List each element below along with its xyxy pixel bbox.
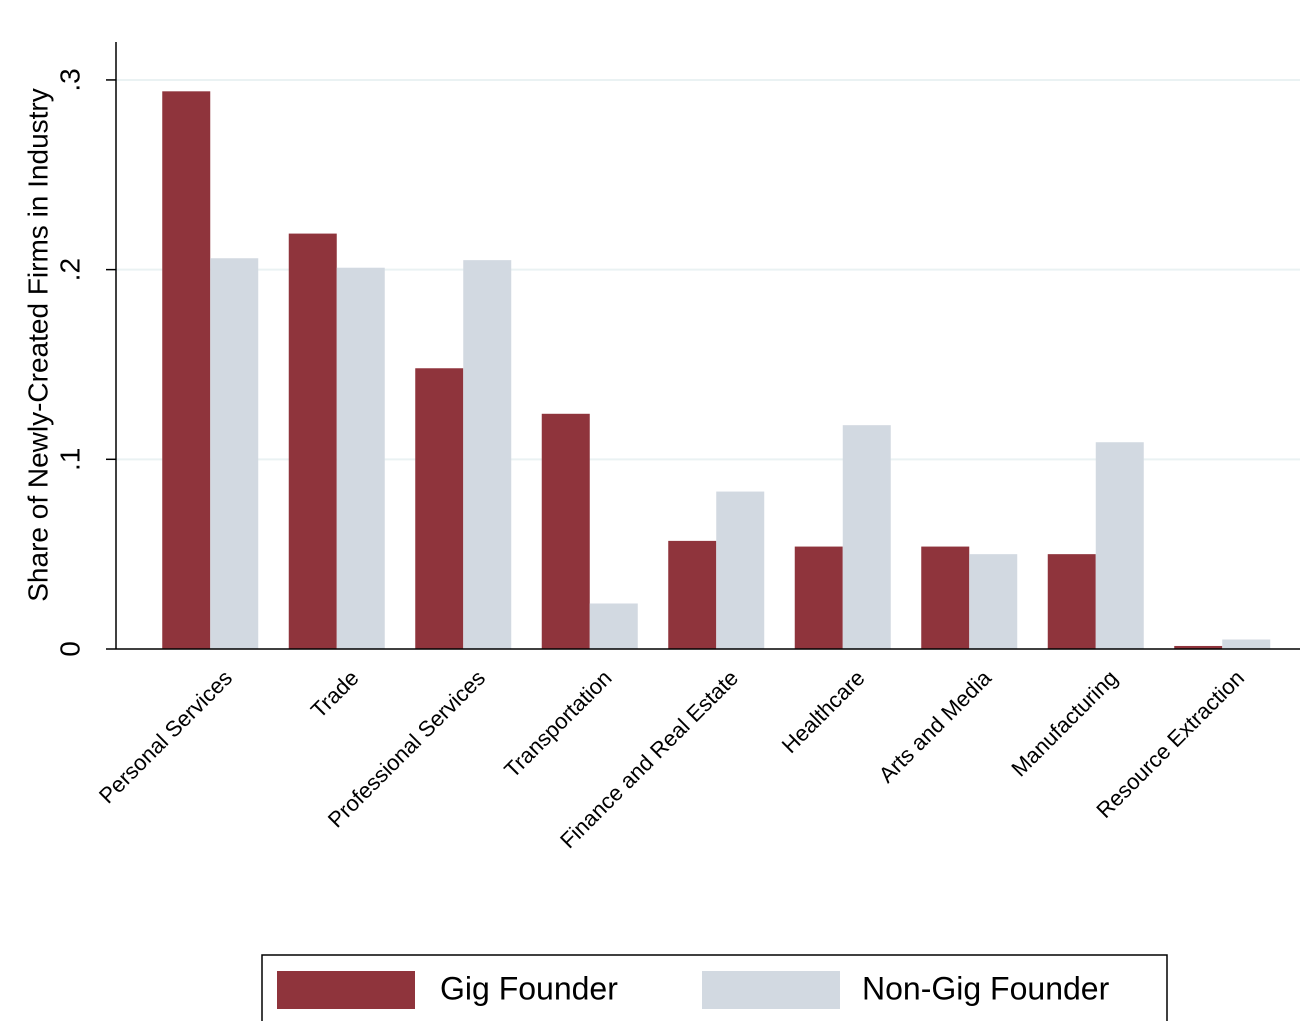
- bar: [463, 260, 512, 649]
- bar: [921, 546, 970, 649]
- bar: [969, 554, 1018, 649]
- x-tick-label: Manufacturing: [1006, 665, 1122, 781]
- bar: [716, 491, 765, 649]
- x-tick-label: Transportation: [499, 665, 616, 782]
- x-tick-label: Arts and Media: [874, 665, 997, 788]
- bar: [162, 91, 211, 650]
- y-tick-label: 0: [54, 641, 85, 657]
- bar: [1095, 442, 1144, 649]
- legend-label: Non-Gig Founder: [862, 970, 1110, 1006]
- bar: [288, 233, 337, 649]
- legend-label: Gig Founder: [440, 970, 618, 1006]
- bar: [1222, 639, 1271, 649]
- legend-swatch: [702, 971, 840, 1009]
- x-tick-label: Trade: [306, 665, 364, 723]
- bar: [1047, 554, 1096, 649]
- bar: [415, 368, 464, 649]
- y-tick-label: .3: [54, 68, 85, 91]
- bar: [794, 546, 843, 649]
- bar: [668, 540, 717, 649]
- x-tick-label: Healthcare: [777, 665, 870, 758]
- bar: [210, 258, 259, 649]
- bar: [589, 603, 638, 649]
- bar: [842, 425, 891, 649]
- bar: [336, 267, 385, 649]
- y-tick-label: .2: [54, 258, 85, 281]
- bar: [1174, 645, 1223, 649]
- legend-swatch: [277, 971, 415, 1009]
- x-tick-label: Personal Services: [94, 665, 237, 808]
- y-axis-title: Share of Newly-Created Firms in Industry: [22, 88, 53, 602]
- y-tick-label: .1: [54, 448, 85, 471]
- bar: [541, 413, 590, 649]
